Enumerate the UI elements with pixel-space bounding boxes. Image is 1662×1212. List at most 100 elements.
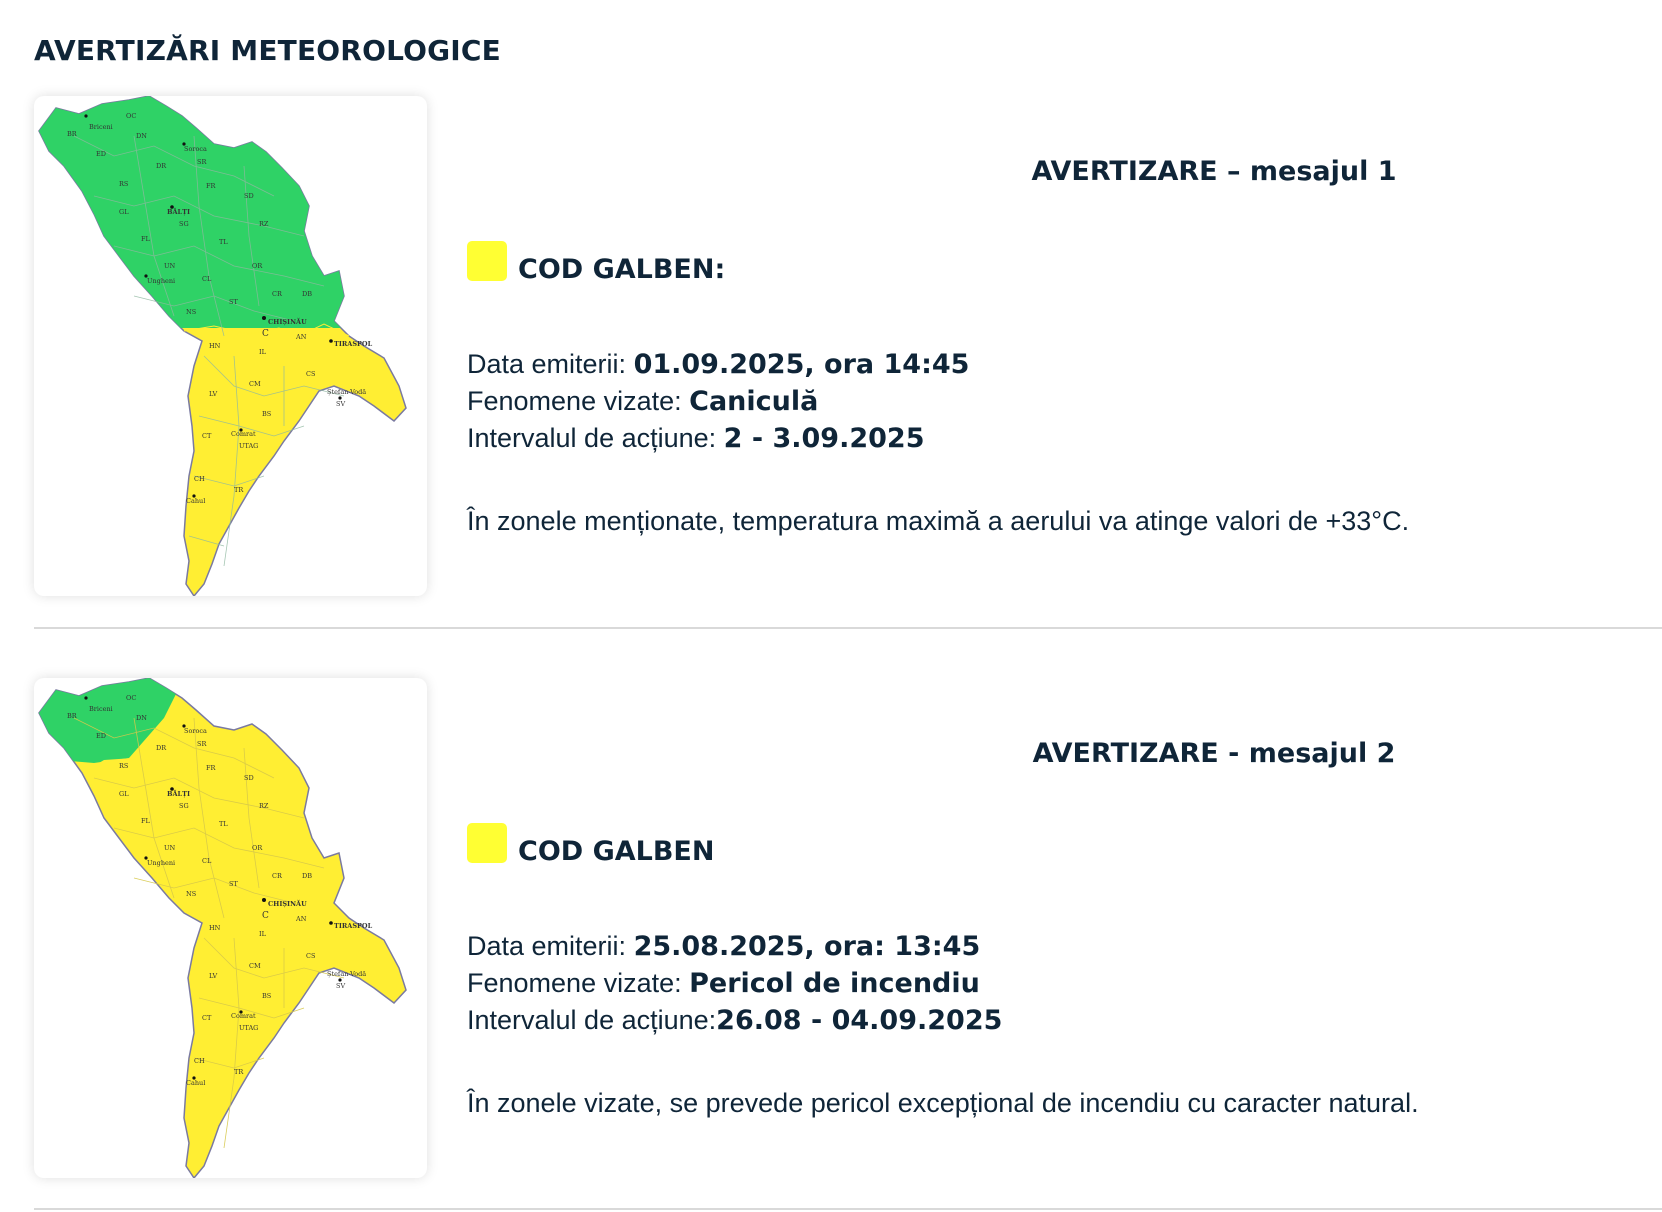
- svg-text:CT: CT: [202, 432, 212, 440]
- warning-info: Data emiterii: 01.09.2025, ora 14:45 Fen…: [467, 346, 969, 457]
- issue-date-label: Data emiterii:: [467, 931, 634, 961]
- svg-text:SV: SV: [336, 400, 345, 408]
- svg-text:GL: GL: [119, 790, 129, 798]
- svg-text:DB: DB: [302, 872, 312, 880]
- moldova-map-1: OC BR Briceni DN ED Soroca SR DR RS FR SD GL BĂL…: [38, 96, 407, 596]
- svg-text:RS: RS: [119, 762, 128, 770]
- svg-text:BĂLȚI: BĂLȚI: [167, 789, 190, 798]
- svg-text:TL: TL: [219, 238, 228, 246]
- warning-map-2[interactable]: OC BR Briceni DN ED Soroca SR DR RS FR SD GL BĂL…: [34, 678, 427, 1178]
- warning-description: În zonele vizate, se prevede pericol exc…: [467, 1088, 1419, 1118]
- phenomena-value: Caniculă: [689, 386, 819, 417]
- code-label: COD GALBEN:: [518, 254, 726, 285]
- phenomena-row: Fenomene vizate: Pericol de incendiu: [467, 965, 1002, 1002]
- svg-text:BĂLȚI: BĂLȚI: [167, 207, 190, 216]
- svg-text:BR: BR: [67, 130, 78, 138]
- svg-text:BS: BS: [262, 410, 271, 418]
- svg-text:ED: ED: [96, 150, 106, 158]
- svg-text:CHIȘINĂU: CHIȘINĂU: [268, 899, 307, 908]
- svg-text:SD: SD: [244, 774, 254, 782]
- svg-text:TR: TR: [234, 486, 244, 494]
- interval-row: Intervalul de acțiune: 2 - 3.09.2025: [467, 420, 969, 457]
- svg-text:CR: CR: [272, 290, 283, 298]
- svg-text:ST: ST: [229, 298, 238, 306]
- interval-value: 2 - 3.09.2025: [723, 423, 925, 454]
- svg-text:NS: NS: [186, 308, 196, 316]
- warning-description: În zonele menționate, temperatura maximă…: [467, 506, 1410, 536]
- issue-date-value: 25.08.2025, ora: 13:45: [633, 931, 981, 962]
- phenomena-label: Fenomene vizate:: [467, 386, 690, 416]
- svg-text:SD: SD: [244, 192, 254, 200]
- svg-text:RZ: RZ: [259, 802, 269, 810]
- svg-text:CH: CH: [194, 475, 205, 483]
- svg-text:TL: TL: [219, 820, 228, 828]
- warning-card-1: OC BR Briceni DN ED Soroca SR DR RS FR SD GL BĂL…: [34, 96, 1662, 596]
- svg-text:CS: CS: [306, 952, 315, 960]
- svg-text:Cahul: Cahul: [186, 497, 205, 505]
- svg-text:HN: HN: [209, 924, 221, 932]
- svg-text:OC: OC: [126, 112, 136, 120]
- svg-text:RS: RS: [119, 180, 128, 188]
- svg-text:Ungheni: Ungheni: [147, 859, 175, 867]
- svg-text:TR: TR: [234, 1068, 244, 1076]
- svg-text:Ștefan-Vodă: Ștefan-Vodă: [327, 970, 366, 978]
- warning-map-1[interactable]: OC BR Briceni DN ED Soroca SR DR RS FR SD GL BĂL…: [34, 96, 427, 596]
- svg-text:Comrat: Comrat: [231, 430, 256, 438]
- svg-text:UN: UN: [164, 844, 175, 852]
- phenomena-row: Fenomene vizate: Caniculă: [467, 383, 969, 420]
- issue-date-value: 01.09.2025, ora 14:45: [633, 349, 970, 380]
- svg-text:Briceni: Briceni: [89, 123, 113, 131]
- code-yellow-swatch: [467, 241, 507, 281]
- svg-text:UTAG: UTAG: [239, 1024, 258, 1032]
- svg-text:OR: OR: [252, 844, 263, 852]
- svg-text:BS: BS: [262, 992, 271, 1000]
- warning-title: AVERTIZARE - mesajul 2: [1032, 738, 1396, 769]
- svg-text:Comrat: Comrat: [231, 1012, 256, 1020]
- svg-text:RZ: RZ: [259, 220, 269, 228]
- svg-text:C: C: [262, 329, 269, 339]
- warning-title: AVERTIZARE – mesajul 1: [1031, 156, 1397, 187]
- svg-text:IL: IL: [259, 930, 267, 938]
- interval-row: Intervalul de acțiune:26.08 - 04.09.2025: [467, 1002, 1002, 1039]
- svg-text:BR: BR: [67, 712, 78, 720]
- svg-text:C: C: [262, 911, 269, 921]
- svg-text:SR: SR: [197, 740, 207, 748]
- interval-label: Intervalul de acțiune:: [467, 423, 724, 453]
- svg-text:GL: GL: [119, 208, 129, 216]
- svg-text:ED: ED: [96, 732, 106, 740]
- svg-text:LV: LV: [209, 972, 218, 980]
- svg-text:UTAG: UTAG: [239, 442, 258, 450]
- svg-text:Soroca: Soroca: [184, 727, 207, 735]
- issue-date-row: Data emiterii: 25.08.2025, ora: 13:45: [467, 928, 1002, 965]
- svg-text:SG: SG: [179, 220, 189, 228]
- svg-text:CM: CM: [249, 962, 261, 970]
- svg-text:FL: FL: [141, 235, 151, 243]
- svg-text:CR: CR: [272, 872, 283, 880]
- issue-date-row: Data emiterii: 01.09.2025, ora 14:45: [467, 346, 969, 383]
- svg-text:TIRASPOL: TIRASPOL: [334, 922, 373, 930]
- svg-text:DR: DR: [156, 744, 167, 752]
- svg-text:Cahul: Cahul: [186, 1079, 205, 1087]
- phenomena-label: Fenomene vizate:: [467, 968, 690, 998]
- warning-card-2: OC BR Briceni DN ED Soroca SR DR RS FR SD GL BĂL…: [34, 678, 1662, 1178]
- code-label: COD GALBEN: [518, 836, 715, 867]
- divider: [34, 1208, 1662, 1210]
- svg-text:LV: LV: [209, 390, 218, 398]
- svg-text:Soroca: Soroca: [184, 145, 207, 153]
- svg-text:CS: CS: [306, 370, 315, 378]
- svg-text:Ungheni: Ungheni: [147, 277, 175, 285]
- svg-text:Ștefan-Vodă: Ștefan-Vodă: [327, 388, 366, 396]
- svg-text:HN: HN: [209, 342, 221, 350]
- svg-text:DN: DN: [136, 132, 147, 140]
- svg-text:TIRASPOL: TIRASPOL: [334, 340, 373, 348]
- interval-label: Intervalul de acțiune:: [467, 1005, 717, 1035]
- svg-text:FL: FL: [141, 817, 151, 825]
- svg-text:DN: DN: [136, 714, 147, 722]
- svg-text:CL: CL: [202, 275, 212, 283]
- svg-text:SG: SG: [179, 802, 189, 810]
- svg-text:DR: DR: [156, 162, 167, 170]
- page-title: AVERTIZĂRI METEOROLOGICE: [34, 34, 501, 67]
- svg-text:FR: FR: [206, 764, 217, 772]
- svg-text:NS: NS: [186, 890, 196, 898]
- svg-text:OC: OC: [126, 694, 136, 702]
